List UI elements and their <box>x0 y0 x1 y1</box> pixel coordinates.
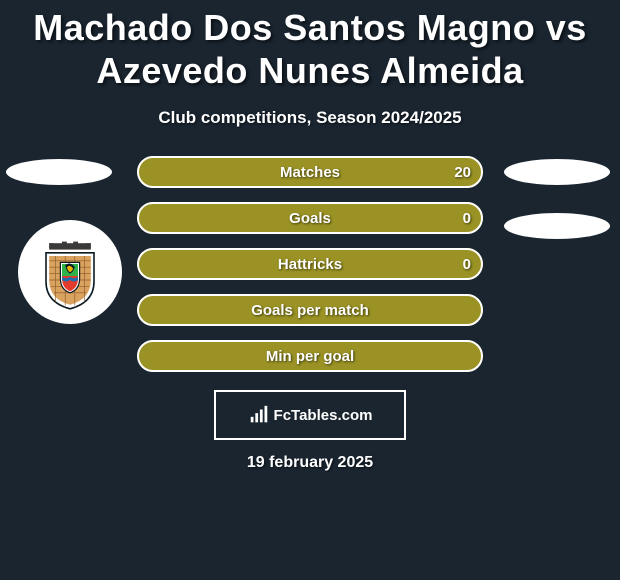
brand-box: FcTables.com <box>214 390 406 440</box>
stat-label: Min per goal <box>137 340 483 372</box>
page-title: Machado Dos Santos Magno vs Azevedo Nune… <box>0 0 620 92</box>
stat-row-hattricks: Hattricks 0 <box>137 248 483 280</box>
bar-chart-icon <box>248 404 270 426</box>
stat-row-goals: Goals 0 <box>137 202 483 234</box>
stat-label: Goals <box>137 202 483 234</box>
subtitle: Club competitions, Season 2024/2025 <box>0 108 620 128</box>
stat-label: Goals per match <box>137 294 483 326</box>
stat-value-right: 0 <box>463 202 471 234</box>
stat-row-matches: Matches 20 <box>137 156 483 188</box>
stat-row-min-per-goal: Min per goal <box>137 340 483 372</box>
stat-value-right: 20 <box>454 156 471 188</box>
stats-block: Matches 20 Goals 0 Hattricks 0 Goals per… <box>0 156 620 372</box>
date-text: 19 february 2025 <box>0 454 620 472</box>
stat-label: Hattricks <box>137 248 483 280</box>
brand-text: FcTables.com <box>274 407 373 424</box>
stat-value-right: 0 <box>463 248 471 280</box>
stat-row-goals-per-match: Goals per match <box>137 294 483 326</box>
stat-label: Matches <box>137 156 483 188</box>
